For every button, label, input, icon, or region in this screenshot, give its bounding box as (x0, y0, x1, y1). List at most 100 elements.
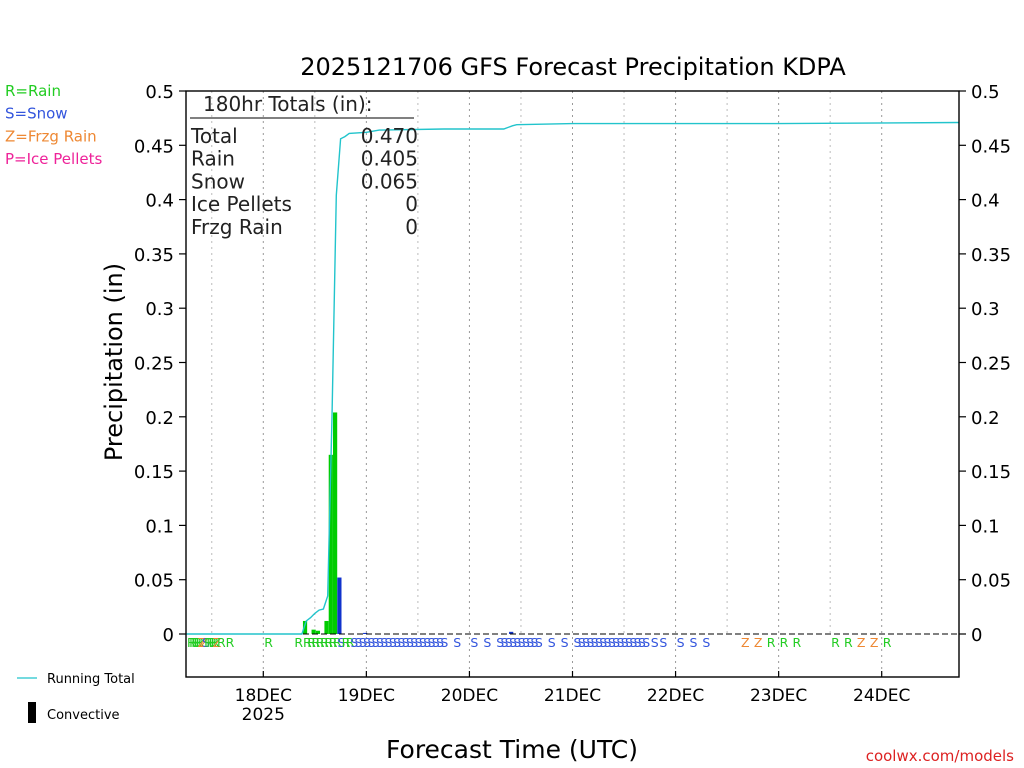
ptype-code: S (526, 635, 534, 650)
ptype-code: S (578, 635, 586, 650)
ptype-code: S (659, 635, 667, 650)
ptype-code: S (616, 635, 624, 650)
y-tick-label-left: 0.5 (145, 82, 174, 103)
y-tick-label-left: 0.4 (145, 191, 174, 212)
ptype-code: R (831, 635, 840, 650)
ptype-code: Z (198, 635, 207, 650)
ptype-code: S (625, 635, 633, 650)
ptype-code: R (320, 635, 329, 650)
precip-bar (509, 631, 514, 634)
totals-value: 0 (405, 215, 418, 239)
ptype-code: S (604, 635, 612, 650)
ptype-code: S (376, 635, 384, 650)
ptype-code: S (367, 635, 375, 650)
ptype-code: R (346, 635, 355, 650)
chart-title: 2025121706 GFS Forecast Precipitation KD… (300, 53, 846, 81)
ptype-code: R (264, 635, 273, 650)
ptype-legend: R=Rain S=Snow Z=Frzg Rain P=Ice Pellets (5, 82, 102, 168)
ptype-code: S (677, 635, 685, 650)
y-tick-label-right: 0.35 (971, 245, 1011, 266)
precip-bar (302, 620, 308, 634)
ptype-code: S (509, 635, 517, 650)
ptype-code: S (591, 635, 599, 650)
ptype-code: R (294, 635, 303, 650)
ptype-code: R (217, 635, 226, 650)
ptype-code: R (883, 635, 892, 650)
y-tick-label-right: 0.5 (971, 82, 1000, 103)
ptype-code: S (406, 635, 414, 650)
y-tick-label-right: 0.05 (971, 571, 1011, 592)
ptype-code: S (393, 635, 401, 650)
ptype-code: R (206, 635, 215, 650)
x-tick-label: 20DEC (441, 686, 498, 706)
ptype-code: R (307, 635, 316, 650)
ptype-code: S (574, 635, 582, 650)
y-tick-label-left: 0.35 (134, 245, 174, 266)
ptype-code: R (780, 635, 789, 650)
precip-bar (315, 630, 321, 634)
ptype-code: R (312, 635, 321, 650)
ptype-code: S (638, 635, 646, 650)
ptype-code: Z (741, 635, 750, 650)
precip-bar (363, 632, 368, 634)
totals-value: 0 (405, 192, 418, 216)
bars (302, 412, 514, 634)
ptype-code: R (324, 635, 333, 650)
ptype-code: R (191, 635, 200, 650)
y-tick-label-right: 0 (971, 625, 982, 646)
y-tick-label-right: 0.25 (971, 354, 1011, 375)
y-tick-label-right: 0.2 (971, 408, 1000, 429)
ptype-code: Z (754, 635, 763, 650)
ptype-legend-item: Z=Frzg Rain (5, 127, 97, 145)
totals-label: Frzg Rain (191, 215, 283, 239)
x-tick-label: 24DEC (853, 686, 910, 706)
ptype-code: S (651, 635, 659, 650)
ptype-code: S (535, 635, 543, 650)
precip-bar (337, 577, 342, 634)
ptype-code: Z (857, 635, 866, 650)
ptype-code: S (621, 635, 629, 650)
y-tick-label-right: 0.1 (971, 516, 1000, 537)
ptype-code: S (470, 635, 478, 650)
precip-bar (324, 620, 329, 634)
ptype-code: R (767, 635, 776, 650)
ptype-code: S (389, 635, 397, 650)
ptype-code: S (531, 635, 539, 650)
y-tick-label-left: 0.05 (134, 571, 174, 592)
ptype-code: R (333, 635, 342, 650)
convective-legend-label: Convective (47, 708, 120, 723)
ptype-code: S (202, 635, 210, 650)
ptype-code: S (599, 635, 607, 650)
totals-value: 0.405 (361, 147, 418, 171)
ptype-code: S (354, 635, 362, 650)
running-total-line (186, 121, 960, 635)
totals-label: Rain (191, 147, 235, 171)
ptype-code: Z (213, 635, 222, 650)
running-total-series (186, 121, 960, 635)
ptype-code: S (350, 635, 358, 650)
ptype-code: S (496, 635, 504, 650)
ptype-code: S (385, 635, 393, 650)
ptype-code: Z (200, 635, 209, 650)
ptype-code: R (204, 635, 213, 650)
ptype-code: S (359, 635, 367, 650)
ptype-code: S (634, 635, 642, 650)
ptype-code: S (410, 635, 418, 650)
ptype-code: R (211, 635, 220, 650)
line-legend: Running Total Convective (17, 672, 135, 723)
totals-box: 180hr Totals (in): Total 0.470 Rain 0.405 Sn… (190, 92, 418, 239)
ptype-code: S (586, 635, 594, 650)
ptype-code: S (483, 635, 491, 650)
ptype-code: S (402, 635, 410, 650)
totals-label: Ice Pellets (191, 192, 292, 216)
ptype-code: R (193, 635, 202, 650)
ptype-code: S (337, 635, 345, 650)
ptype-code: S (629, 635, 637, 650)
y-tick-label-left: 0.25 (134, 354, 174, 375)
ptype-code: R (189, 635, 198, 650)
ptype-code: R (342, 635, 351, 650)
totals-heading: 180hr Totals (in): (203, 92, 373, 116)
ptype-code: R (316, 635, 325, 650)
